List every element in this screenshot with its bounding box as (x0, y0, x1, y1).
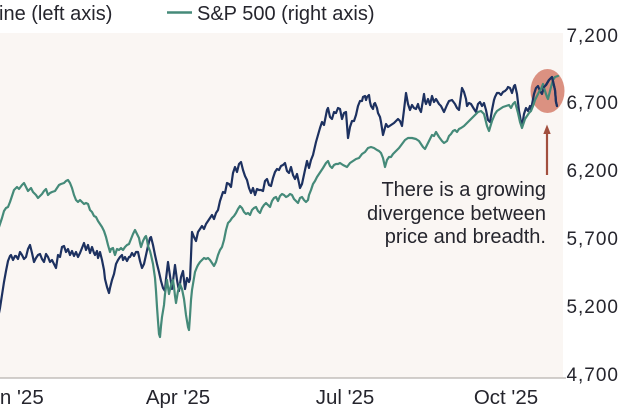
svg-text:6,200: 6,200 (566, 161, 619, 182)
svg-text:Oct '25: Oct '25 (474, 386, 538, 409)
svg-text:Jan '25: Jan '25 (0, 386, 44, 409)
svg-text:Apr '25: Apr '25 (146, 386, 210, 409)
svg-text:4,700: 4,700 (566, 365, 619, 386)
svg-text:Jul '25: Jul '25 (316, 386, 375, 409)
svg-text:7,200: 7,200 (566, 26, 619, 47)
svg-text:price and breadth.: price and breadth. (385, 226, 546, 248)
svg-text:6,700: 6,700 (566, 93, 619, 114)
svg-text:divergence between: divergence between (367, 203, 546, 225)
svg-text:There is a growing: There is a growing (381, 179, 546, 201)
svg-text:5,700: 5,700 (566, 229, 619, 250)
svg-text:S&P 500 (right axis): S&P 500 (right axis) (197, 3, 375, 25)
svg-text:5,200: 5,200 (566, 297, 619, 318)
svg-text:ine (left axis): ine (left axis) (0, 3, 112, 25)
